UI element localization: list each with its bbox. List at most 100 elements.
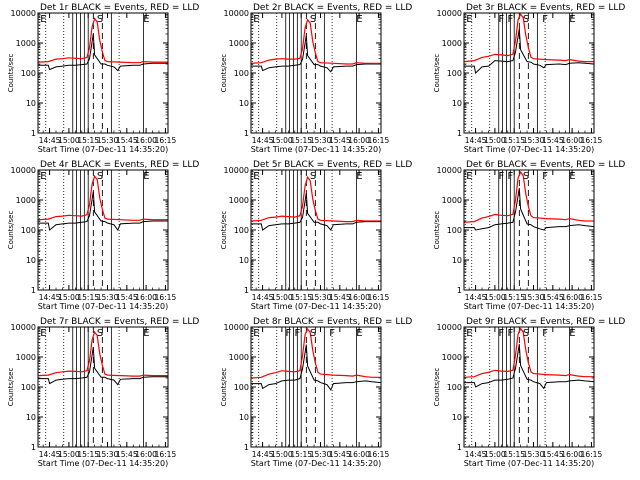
y-tick-label: 100 [21, 69, 36, 78]
panel-plot-area [464, 170, 594, 290]
x-tick-label: 16:15 [155, 450, 177, 459]
panel-plot-area [38, 13, 168, 133]
x-tick-label: 15:00 [271, 136, 293, 145]
x-tick-label: 15:45 [329, 293, 351, 302]
x-tick-label: 14:45 [465, 293, 487, 302]
y-tick-label: 10 [239, 99, 249, 108]
y-tick-label: 1 [457, 129, 462, 138]
y-tick-label: 1 [457, 443, 462, 452]
x-tick-label: 15:00 [58, 293, 80, 302]
x-tick-label: 15:15 [503, 136, 525, 145]
y-tick-label: 100 [447, 226, 462, 235]
marker-label: E [253, 328, 259, 339]
x-tick-label: 15:15 [503, 450, 525, 459]
x-tick-label: 15:00 [271, 293, 293, 302]
y-tick-label: 100 [447, 69, 462, 78]
marker-label: E [569, 14, 575, 25]
x-tick-label: 14:45 [252, 450, 274, 459]
marker-label: F [542, 328, 548, 339]
marker-label: F [542, 171, 548, 182]
panel-plot-area [251, 13, 381, 133]
x-tick-label: 15:30 [97, 293, 119, 302]
detector-panel-9: Det 9r BLACK = Events, RED = LLD 1 10 100 10… [433, 317, 625, 468]
marker-label: E [40, 171, 46, 182]
y-tick-label: 1 [31, 443, 36, 452]
x-axis-label: Start Time (07-Dec-11 14:35:20) [38, 459, 169, 468]
x-tick-label: 15:00 [484, 450, 506, 459]
marker-label: E [143, 171, 149, 182]
marker-label: F [498, 171, 504, 182]
x-tick-label: 16:00 [348, 450, 370, 459]
y-tick-label: 100 [21, 383, 36, 392]
marker-label: E [356, 171, 362, 182]
marker-label: E [40, 328, 46, 339]
x-tick-label: 15:15 [290, 136, 312, 145]
marker-label: E [143, 328, 149, 339]
marker-label: F [329, 328, 335, 339]
x-tick-label: 15:00 [58, 450, 80, 459]
panel-plot-area [38, 170, 168, 290]
y-tick-label: 1 [31, 286, 36, 295]
marker-label: F [542, 14, 548, 25]
marker-label: S [523, 14, 529, 25]
x-tick-label: 16:15 [581, 293, 603, 302]
detector-panel-8: Det 8r BLACK = Events, RED = LLD 1 10 100 10… [220, 317, 412, 468]
y-tick-label: 10 [239, 413, 249, 422]
y-tick-label: 10 [452, 413, 462, 422]
y-axis-label: Counts/sec [220, 211, 228, 250]
x-tick-label: 15:30 [97, 450, 119, 459]
y-tick-label: 1 [244, 129, 249, 138]
detector-panel-6: Det 6r BLACK = Events, RED = LLD 1 10 100 10… [433, 160, 625, 311]
y-tick-label: 1 [31, 129, 36, 138]
panel-title: Det 5r BLACK = Events, RED = LLD [253, 160, 412, 170]
panel-title: Det 7r BLACK = Events, RED = LLD [40, 317, 199, 327]
lld-series-line [38, 330, 168, 377]
x-tick-label: 15:30 [523, 136, 545, 145]
panel-plot-area [464, 13, 594, 133]
y-tick-label: 10 [452, 99, 462, 108]
panel-plot-area [251, 170, 381, 290]
marker-label: E [356, 328, 362, 339]
detector-panel-2: Det 2r BLACK = Events, RED = LLD 1 10 100 10… [220, 3, 412, 154]
events-series-line [38, 347, 168, 386]
y-tick-label: 100 [234, 69, 249, 78]
marker-label: E [40, 14, 46, 25]
y-axis-label: Counts/sec [7, 54, 15, 93]
y-tick-label: 10000 [437, 323, 462, 332]
x-tick-label: 14:45 [39, 136, 61, 145]
y-tick-label: 100 [234, 383, 249, 392]
x-tick-label: 15:00 [271, 450, 293, 459]
panel-title: Det 1r BLACK = Events, RED = LLD [40, 3, 199, 13]
x-axis-label: Start Time (07-Dec-11 14:35:20) [464, 459, 595, 468]
x-tick-label: 16:00 [135, 136, 157, 145]
x-tick-label: 15:45 [542, 293, 564, 302]
events-series-line [38, 33, 168, 72]
y-tick-label: 10000 [11, 323, 36, 332]
x-tick-label: 16:00 [561, 136, 583, 145]
marker-label: F [507, 171, 513, 182]
panel-plot-area [251, 327, 381, 447]
events-series-line [464, 28, 594, 74]
panel-title: Det 3r BLACK = Events, RED = LLD [466, 3, 625, 13]
panel-frame [250, 326, 382, 448]
x-tick-label: 14:45 [252, 136, 274, 145]
x-tick-label: 16:00 [561, 293, 583, 302]
marker-label: E [569, 171, 575, 182]
panel-frame [37, 12, 169, 134]
detector-panel-3: Det 3r BLACK = Events, RED = LLD 1 10 100 10… [433, 3, 625, 154]
marker-label: E [253, 171, 259, 182]
x-tick-label: 15:15 [77, 450, 99, 459]
x-tick-label: 15:45 [542, 136, 564, 145]
x-tick-label: 15:00 [484, 293, 506, 302]
y-tick-label: 1000 [229, 196, 249, 205]
y-tick-label: 10000 [224, 323, 249, 332]
y-tick-label: 10 [239, 256, 249, 265]
x-tick-label: 14:45 [465, 450, 487, 459]
marker-label: F [498, 14, 504, 25]
x-tick-label: 16:00 [348, 136, 370, 145]
events-series-line [38, 191, 168, 232]
marker-label: S [310, 328, 316, 339]
x-tick-label: 14:45 [252, 293, 274, 302]
x-tick-label: 16:00 [135, 450, 157, 459]
marker-label: F [294, 328, 300, 339]
